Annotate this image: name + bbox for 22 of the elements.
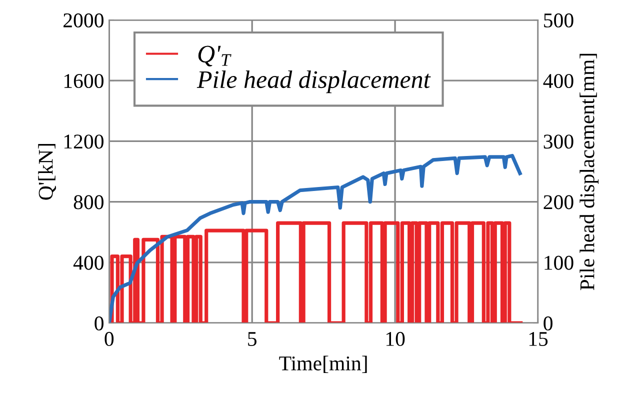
y-axis-title: Q'[kN] [38,144,56,200]
x-tick-label: 10 [386,332,405,346]
x-tick-label: 5 [248,332,256,346]
y-tick-label: 800 [74,195,104,210]
y-tick-label: 2000 [64,13,104,28]
y2-tick-label: 200 [544,195,574,210]
y2-axis-title: Pile head displacement[mm] [580,54,599,290]
y-tick-label: 1600 [64,74,104,88]
line-series [109,154,522,323]
y2-tick-label: 100 [544,256,574,270]
y-tick-label: 0 [94,316,104,330]
y-tick-label: 1200 [64,134,104,149]
x-axis-title: Time[min] [279,356,367,374]
y2-tick-label: 400 [543,74,574,88]
y2-tick-label: 500 [544,13,574,28]
y2-tick-label: 300 [544,134,574,149]
y-tick-label: 400 [73,256,104,270]
x-tick-label: 0 [104,332,114,346]
x-tick-label: 15 [529,332,548,346]
legend-label: Pile head displacement [196,70,431,94]
legend-label: Q'$_{T}$ [198,46,232,66]
y2-tick-label: 0 [544,316,552,330]
